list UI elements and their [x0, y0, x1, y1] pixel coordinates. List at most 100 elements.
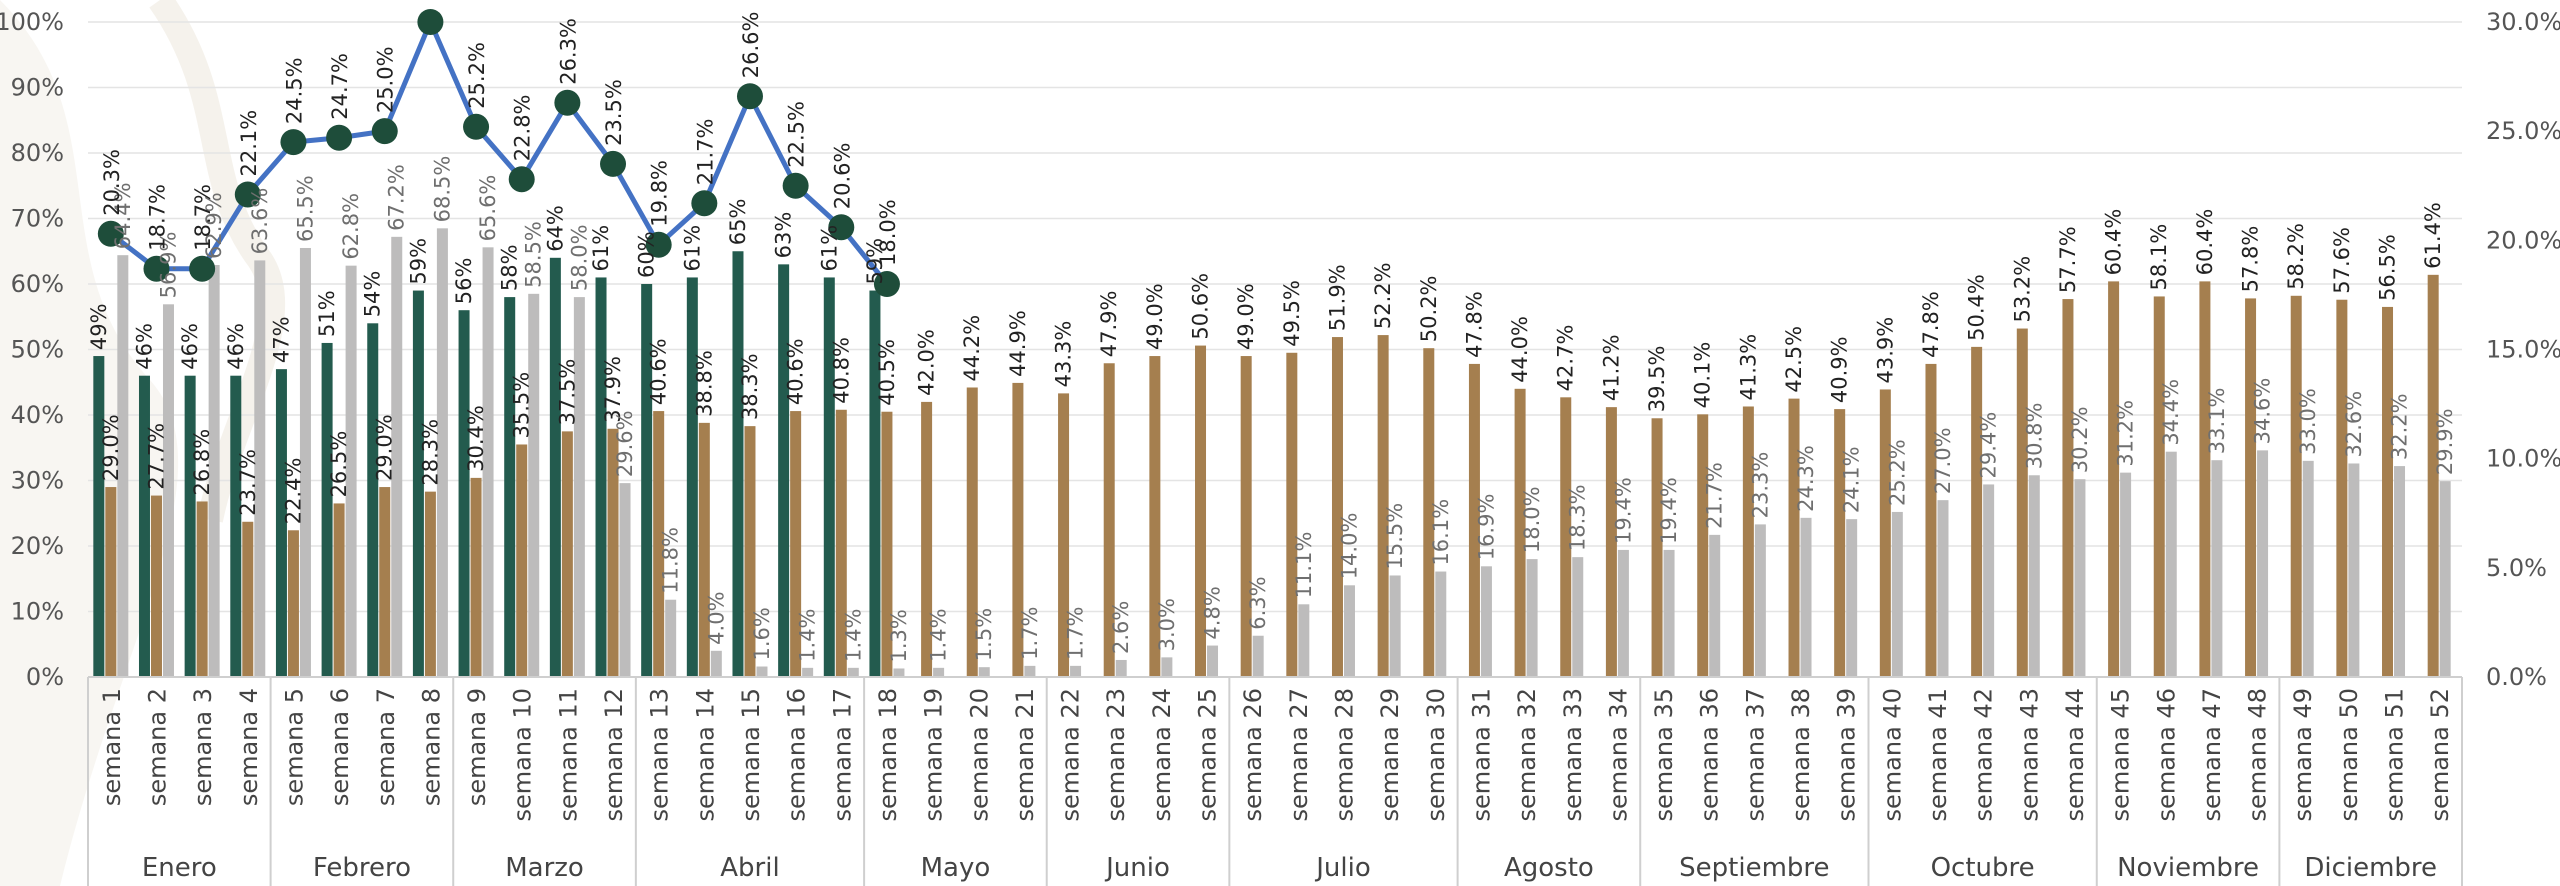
right-axis-ticks: 0.0% 5.0% 10.0% 15.0% 20.0% 25.0% 30.0%	[2486, 8, 2560, 691]
right-tick-label: 20.0%	[2486, 226, 2560, 254]
bar-data-label: 37.9%	[601, 356, 625, 423]
bar-gold	[2062, 299, 2074, 677]
bar-gold	[1925, 363, 1937, 677]
bar-grey	[436, 228, 448, 677]
month-label: Junio	[1104, 853, 1170, 883]
month-label: Julio	[1314, 853, 1371, 883]
bar-green	[869, 290, 881, 677]
bar-grey	[2120, 472, 2132, 677]
line-data-label: 24.7%	[328, 53, 352, 120]
bar-gold	[2245, 298, 2257, 677]
line-marker	[828, 214, 855, 241]
left-tick-label: 50%	[11, 336, 64, 364]
bar-gold	[744, 426, 756, 677]
bar-gold	[698, 422, 710, 677]
line-marker	[326, 124, 353, 151]
bar-data-label: 42.5%	[1782, 326, 1806, 393]
line-marker	[736, 83, 763, 110]
bar-grey	[2257, 450, 2269, 677]
line-marker	[143, 255, 170, 282]
week-label: semana 22	[1057, 688, 1085, 821]
bar-data-label: 14.0%	[1337, 513, 1361, 580]
bar-data-label: 58.5%	[522, 221, 546, 288]
bar-data-label: 64%	[543, 205, 567, 252]
bar-grey	[1663, 549, 1675, 677]
bar-grey	[528, 293, 540, 677]
bar-data-label: 4.0%	[704, 591, 728, 644]
bar-data-label: 54%	[361, 271, 385, 318]
bar-data-label: 43.9%	[1873, 317, 1897, 384]
bar-data-label: 49.0%	[1234, 283, 1258, 350]
bar-grey	[1070, 665, 1082, 677]
bar-gold	[379, 487, 391, 677]
week-label: semana 12	[600, 688, 628, 821]
bar-gold	[150, 495, 162, 677]
week-label: semana 37	[1741, 688, 1769, 821]
line-marker	[508, 166, 535, 193]
bar-gold	[1240, 356, 1252, 677]
bar-data-label: 38.8%	[692, 350, 716, 417]
bar-grey	[1298, 604, 1310, 677]
bar-data-label: 59%	[406, 238, 430, 285]
bar-gold	[2427, 274, 2439, 677]
line-data-label: 21.7%	[693, 118, 717, 185]
week-label: semana 40	[1878, 688, 1906, 821]
bar-data-label: 34.6%	[2251, 378, 2275, 445]
bar-data-label: 44.9%	[1006, 310, 1030, 377]
bar-data-label: 62.8%	[339, 193, 363, 260]
bar-data-label: 24.3%	[1794, 445, 1818, 512]
week-label: semana 16	[783, 688, 811, 821]
line-marker	[600, 150, 627, 177]
week-label: semana 50	[2335, 688, 2363, 821]
left-tick-label: 90%	[11, 74, 64, 102]
watermark-shape	[0, 0, 179, 886]
bar-grey	[1207, 645, 1219, 677]
bar-data-label: 51.9%	[1325, 264, 1349, 331]
bar-data-label: 58.2%	[2284, 223, 2308, 290]
bar-grey	[2028, 475, 2040, 677]
bar-data-label: 68.5%	[430, 156, 454, 223]
bar-data-label: 57.7%	[2056, 226, 2080, 293]
bar-grey	[1617, 549, 1629, 677]
week-label: semana 32	[1513, 688, 1541, 821]
bar-data-label: 38.3%	[738, 353, 762, 420]
bar-grey	[254, 260, 266, 677]
left-tick-label: 0%	[26, 663, 64, 691]
left-axis-ticks: 0% 10% 20% 30% 40% 50% 60% 70% 80% 90% 100%	[0, 8, 64, 691]
bar-data-label: 42.7%	[1554, 325, 1578, 392]
bar-gold	[1605, 407, 1617, 677]
line-marker	[371, 118, 398, 145]
bar-gold	[2382, 306, 2394, 677]
line-marker	[234, 181, 261, 208]
data-labels-layer: 49%29.0%64.4%46%27.7%56.9%46%26.8%62.9%4…	[87, 12, 2457, 663]
bar-gold	[242, 521, 254, 677]
bar-data-label: 47.9%	[1097, 291, 1121, 358]
bar-data-label: 56.9%	[156, 232, 180, 299]
bar-data-label: 60.4%	[2102, 209, 2126, 276]
bar-data-label: 61%	[817, 225, 841, 272]
week-label: semana 2	[143, 688, 171, 806]
bar-data-label: 58%	[498, 244, 522, 291]
line-data-label: 20.3%	[100, 149, 124, 216]
bar-data-label: 61%	[589, 225, 613, 272]
bar-data-label: 16.9%	[1474, 494, 1498, 561]
right-tick-label: 15.0%	[2486, 336, 2560, 364]
week-label: semana 31	[1467, 688, 1495, 821]
week-label: semana 36	[1696, 688, 1724, 821]
bar-data-label: 58.0%	[567, 224, 591, 291]
bar-grey	[208, 265, 220, 677]
bar-data-label: 51%	[315, 290, 339, 337]
line-layer	[97, 9, 900, 297]
bar-gold	[835, 409, 847, 677]
week-label: semana 21	[1011, 688, 1039, 821]
week-label: semana 17	[828, 688, 856, 821]
bar-gold	[561, 431, 573, 677]
bar-gold	[105, 487, 117, 677]
bar-data-label: 27.0%	[1931, 427, 1955, 494]
right-tick-label: 30.0%	[2486, 8, 2560, 36]
week-label: semana 42	[1970, 688, 1998, 821]
line-data-label: 23.5%	[602, 79, 626, 146]
month-label: Octubre	[1931, 853, 2035, 883]
line-data-label: 24.5%	[282, 57, 306, 124]
bar-data-label: 56%	[452, 258, 476, 305]
